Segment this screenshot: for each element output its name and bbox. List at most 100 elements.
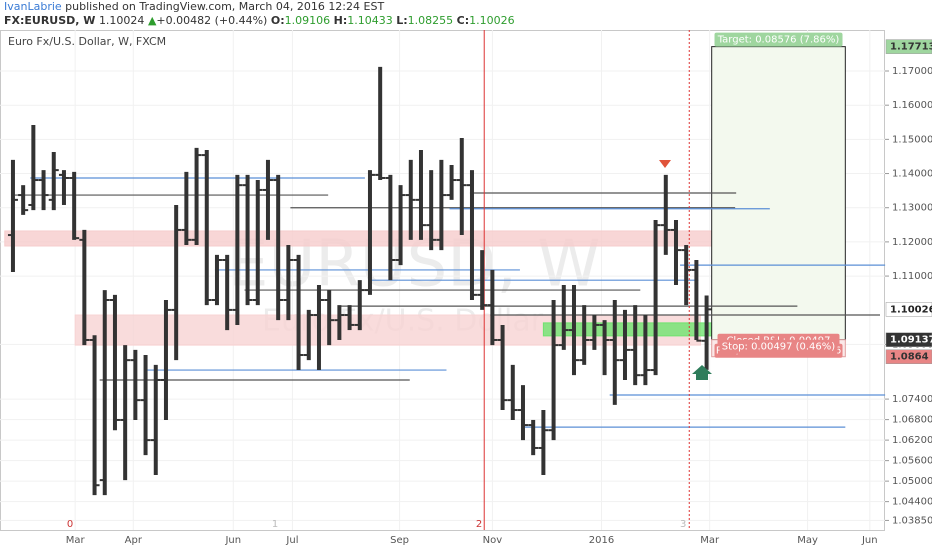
ohlc-bar [385,174,396,281]
x-tick-label: Jun [224,535,241,546]
ohlc-bar [375,66,386,181]
arrow: ▲ [147,14,157,27]
ohlc-bar [181,171,192,245]
ohlc-bar [191,147,202,245]
x-tick-label: Nov [483,535,503,546]
label-box [719,339,838,354]
price-tag-label: 1.0864 [890,352,929,363]
y-tick-label: 1.05600 [892,456,932,467]
ohlc-bar [201,149,212,306]
ohlc-bar [242,174,253,306]
x-tick-label: 2016 [589,535,614,546]
ohlc-bar [334,305,345,340]
ohlc-bar [232,174,243,325]
y-tick-label: 1.16000 [892,100,932,111]
ohlc-bar [619,309,630,380]
y-tick-label: 1.17000 [892,66,932,77]
y-tick-label: 1.07400 [892,394,932,405]
ohlc-bar [89,335,100,496]
y-tick-label: 1.15000 [892,134,932,145]
ohlc-bar [171,204,182,361]
publish-text: published on TradingView.com, March 04, … [65,0,385,13]
marker-label: 2 [476,519,482,530]
l-value: 1.08255 [407,14,454,27]
ohlc-bar [609,299,620,405]
buy-arrow [692,365,712,380]
x-tick-label: May [797,535,818,546]
ohlc-bar [28,125,39,211]
y-tick-label: 1.13000 [892,203,932,214]
header: IvanLabrie published on TradingView.com,… [4,0,515,28]
h-label: H: [333,14,348,27]
ohlc-bar [405,159,416,240]
ohlc-bar [58,170,69,205]
ohlc-bar [69,171,80,240]
ohlc-bar [415,149,426,240]
ohlc-bar [650,220,661,376]
x-tick-label: Apr [125,535,143,546]
ohlc-bar [589,315,600,350]
ohlc-bar [670,220,681,285]
x-tick-label: Jul [285,535,298,546]
ohlc-bar [507,364,518,420]
ohlc-bar [640,315,651,386]
ohlc-bar [222,254,233,331]
c-value: 1.10026 [469,14,515,27]
ohlc-bar [630,305,641,386]
ohlc-bar [273,174,284,321]
ohlc-bar [487,269,498,346]
label-box [714,32,843,47]
o-label: O: [270,14,285,27]
x-tick-label: Jun [861,535,878,546]
y-tick-label: 1.06200 [892,435,932,446]
ohlc-bar [79,229,90,346]
ohlc-bar [426,170,437,251]
h-value: 1.10433 [347,14,393,27]
ohlc-bar [293,254,304,371]
ohlc-bar [548,299,559,441]
ohlc-bar [354,280,365,331]
ohlc-bar [120,345,131,481]
ohlc-bar [262,159,273,240]
marker-label: 3 [680,519,686,530]
ohlc-bar [497,324,508,411]
ohlc-bar [701,295,712,370]
symbol-line: FX:EURUSD, W 1.10024 ▲+0.00482 (+0.44%) … [4,14,515,28]
ohlc-bar [283,244,294,321]
y-tick-label: 1.05000 [892,476,932,487]
ohlc-bar [691,260,702,342]
plot-frame [0,30,885,531]
ohlc-bar [477,250,488,310]
ohlc-bar [466,170,477,300]
y-tick-label: 1.06800 [892,415,932,426]
ohlc-bar [303,309,314,361]
symbol: FX:EURUSD, W [4,14,96,27]
x-tick-label: Sep [390,535,409,546]
position-label: Target: 0.08576 (7.86%) [717,35,840,46]
ohlc-bar [7,159,18,272]
l-label: L: [396,14,408,27]
price-tag-label: 1.10026 [890,304,932,315]
ohlc-bar [681,244,692,306]
y-tick-label: 1.12000 [892,237,932,248]
y-tick-label: 1.11000 [892,271,932,282]
price-tag [885,332,932,347]
ohlc-bar [599,320,610,376]
last: 1.10024 [98,14,145,27]
author[interactable]: IvanLabrie [4,0,62,13]
ohlc-bar [160,299,171,420]
ohlc-bar [18,185,29,215]
price-tag [885,349,932,364]
ohlc-bar [48,152,59,211]
ohlc-bar [109,294,120,431]
x-tick-label: Mar [66,535,86,546]
y-tick-label: 1.04400 [892,497,932,508]
y-tick-label: 1.03850 [892,515,932,526]
chart-title: Euro Fx/U.S. Dollar, W, FXCM [8,35,166,48]
ohlc-bar [517,385,528,441]
ohlc-bar [660,174,671,255]
ohlc-bar [313,284,324,371]
ohlc-bar [446,164,457,200]
marker-label: 0 [67,519,73,530]
